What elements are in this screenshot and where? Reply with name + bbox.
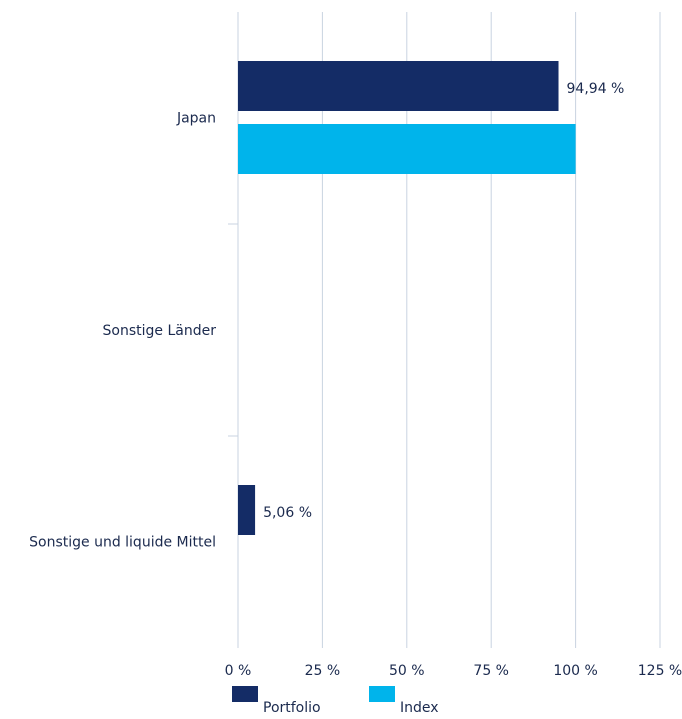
data-label: 94,94 % xyxy=(567,81,625,97)
data-label: 5,06 % xyxy=(263,505,312,521)
bar-index-0 xyxy=(238,124,576,174)
category-label: Sonstige Länder xyxy=(103,323,217,339)
legend: Portfolio Index xyxy=(232,686,439,716)
x-tick-label: 0 % xyxy=(225,663,252,679)
x-tick-label: 75 % xyxy=(473,663,509,679)
axis-layer: 0 % 25 % 50 % 75 % 100 % 125 % xyxy=(225,224,682,679)
legend-label-index: Index xyxy=(400,700,439,716)
bar-portfolio-0 xyxy=(238,61,559,111)
bar-portfolio-2 xyxy=(238,485,255,535)
x-tick-label: 25 % xyxy=(305,663,341,679)
legend-label-portfolio: Portfolio xyxy=(263,700,321,716)
legend-swatch-portfolio xyxy=(232,686,258,702)
category-label: Japan xyxy=(176,111,216,127)
x-tick-label: 100 % xyxy=(553,663,597,679)
x-tick-label: 125 % xyxy=(638,663,682,679)
category-label: Sonstige und liquide Mittel xyxy=(29,535,216,551)
x-tick-label: 50 % xyxy=(389,663,425,679)
legend-swatch-index xyxy=(369,686,395,702)
